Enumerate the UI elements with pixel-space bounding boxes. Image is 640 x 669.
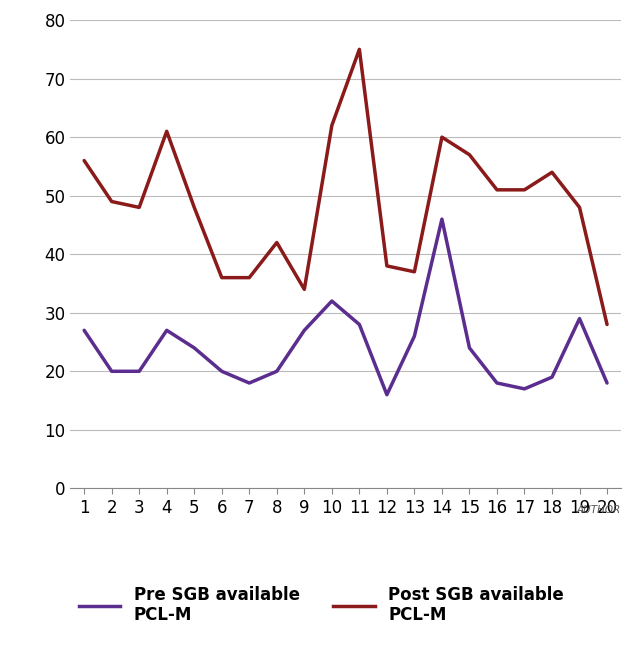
Legend: Pre SGB available
PCL-M, Post SGB available
PCL-M: Pre SGB available PCL-M, Post SGB availa…: [79, 585, 564, 624]
Text: AUTHOR: AUTHOR: [577, 505, 621, 515]
